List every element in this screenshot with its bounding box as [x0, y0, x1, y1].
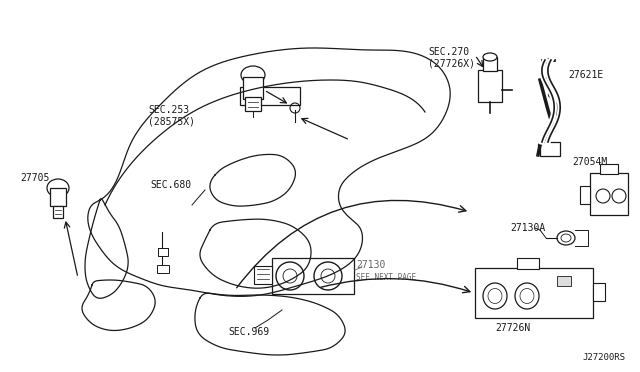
- Text: 27621E: 27621E: [568, 70, 604, 80]
- Text: 27130: 27130: [356, 260, 385, 270]
- Bar: [157, 265, 169, 273]
- Text: (27726X): (27726X): [428, 59, 475, 69]
- FancyArrowPatch shape: [321, 279, 470, 293]
- Text: SEC.969: SEC.969: [228, 327, 269, 337]
- Bar: [517, 258, 539, 269]
- Bar: [478, 70, 502, 102]
- Text: 27726N: 27726N: [495, 323, 531, 333]
- Bar: [590, 173, 628, 215]
- Bar: [50, 188, 66, 206]
- Bar: [245, 97, 261, 111]
- Bar: [580, 186, 590, 204]
- Bar: [243, 77, 263, 99]
- Text: J27200RS: J27200RS: [582, 353, 625, 362]
- Bar: [540, 142, 560, 156]
- Text: SEC.680: SEC.680: [150, 180, 191, 190]
- Bar: [557, 276, 571, 286]
- Ellipse shape: [557, 231, 575, 245]
- Ellipse shape: [483, 53, 497, 61]
- Bar: [475, 268, 593, 318]
- Text: SEE NEXT PAGE: SEE NEXT PAGE: [356, 273, 416, 282]
- Bar: [158, 248, 168, 256]
- Bar: [600, 164, 618, 174]
- Text: 27705: 27705: [20, 173, 49, 183]
- Bar: [240, 87, 300, 105]
- Text: SEC.270: SEC.270: [428, 47, 469, 57]
- Text: 27054M: 27054M: [572, 157, 607, 167]
- Text: 27130A: 27130A: [510, 223, 545, 233]
- Bar: [254, 266, 272, 284]
- Ellipse shape: [241, 66, 265, 84]
- Text: (28575X): (28575X): [148, 117, 195, 127]
- FancyArrowPatch shape: [237, 201, 466, 288]
- Text: SEC.253: SEC.253: [148, 105, 189, 115]
- Bar: [53, 206, 63, 218]
- Bar: [483, 57, 497, 71]
- Bar: [272, 258, 354, 294]
- Bar: [593, 283, 605, 301]
- Ellipse shape: [47, 179, 69, 197]
